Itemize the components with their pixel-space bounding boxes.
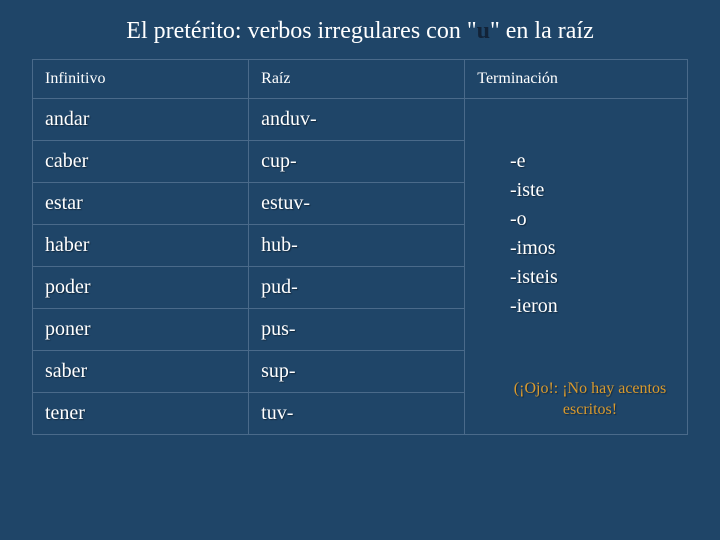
cell-raiz: pud- (249, 267, 465, 309)
page-title: El pretérito: verbos irregulares con "u"… (0, 0, 720, 59)
cell-raiz: sup- (249, 351, 465, 393)
cell-raiz: cup- (249, 141, 465, 183)
ojo-note: (¡Ojo!: ¡No hay acentos escritos! (490, 379, 690, 421)
title-pre: El pretérito: verbos irregulares con (126, 18, 467, 44)
cell-infinitivo: poder (33, 267, 249, 309)
endings-list: -e -iste -o -imos -isteis -ieron (510, 147, 558, 321)
cell-raiz: tuv- (249, 393, 465, 435)
ending-item: -isteis (510, 263, 558, 292)
ending-item: -ieron (510, 292, 558, 321)
cell-infinitivo: andar (33, 99, 249, 141)
cell-raiz: hub- (249, 225, 465, 267)
cell-infinitivo: caber (33, 141, 249, 183)
title-quote-close: " en la raíz (490, 18, 594, 44)
cell-infinitivo: haber (33, 225, 249, 267)
table-header-row: Infinitivo Raíz Terminación (33, 60, 688, 99)
ending-item: -iste (510, 176, 558, 205)
ending-item: -imos (510, 234, 558, 263)
ending-item: -e (510, 147, 558, 176)
cell-raiz: pus- (249, 309, 465, 351)
header-terminacion: Terminación (465, 60, 688, 99)
table-row: andar anduv- (33, 99, 688, 141)
cell-raiz: anduv- (249, 99, 465, 141)
content-area: Infinitivo Raíz Terminación andar anduv-… (0, 59, 720, 435)
cell-infinitivo: tener (33, 393, 249, 435)
header-infinitivo: Infinitivo (33, 60, 249, 99)
ending-item: -o (510, 205, 558, 234)
cell-infinitivo: saber (33, 351, 249, 393)
cell-raiz: estuv- (249, 183, 465, 225)
title-u: u (477, 18, 490, 44)
title-quote-open: " (467, 18, 477, 44)
header-raiz: Raíz (249, 60, 465, 99)
cell-infinitivo: poner (33, 309, 249, 351)
cell-infinitivo: estar (33, 183, 249, 225)
